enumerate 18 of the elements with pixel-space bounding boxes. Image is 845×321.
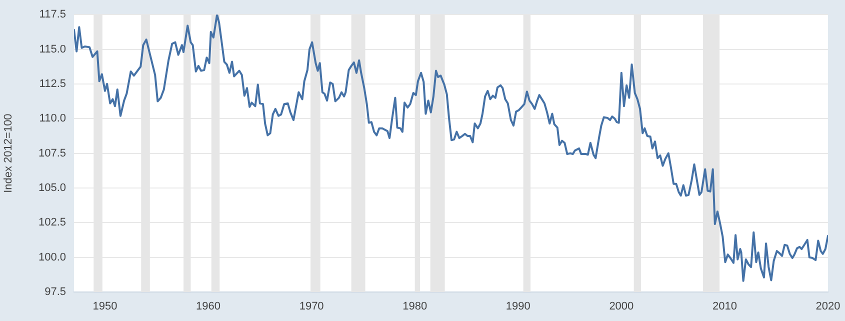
y-tick-label: 115.0	[39, 43, 66, 56]
y-tick-label: 112.5	[39, 78, 66, 90]
y-tick-label: 110.0	[39, 112, 66, 125]
y-tick-label: 97.5	[44, 286, 66, 298]
y-tick-label: 100.0	[38, 251, 66, 264]
x-tick-label: 1970	[299, 300, 324, 313]
x-tick-label: 2020	[816, 300, 840, 313]
x-tick-label: 1960	[196, 300, 221, 313]
x-tick-label: 1990	[506, 300, 530, 313]
y-axis-title: Index 2012=100	[2, 114, 15, 193]
x-tick-label: 2000	[609, 300, 634, 313]
y-tick-label: 105.0	[38, 182, 66, 194]
y-tick-label: 117.5	[39, 8, 66, 21]
x-tick-label: 2010	[712, 300, 737, 313]
y-tick-label: 102.5	[38, 216, 66, 229]
y-tick-label: 107.5	[38, 147, 66, 160]
x-tick-label: 1950	[92, 300, 118, 313]
x-tick-label: 1980	[402, 300, 428, 313]
